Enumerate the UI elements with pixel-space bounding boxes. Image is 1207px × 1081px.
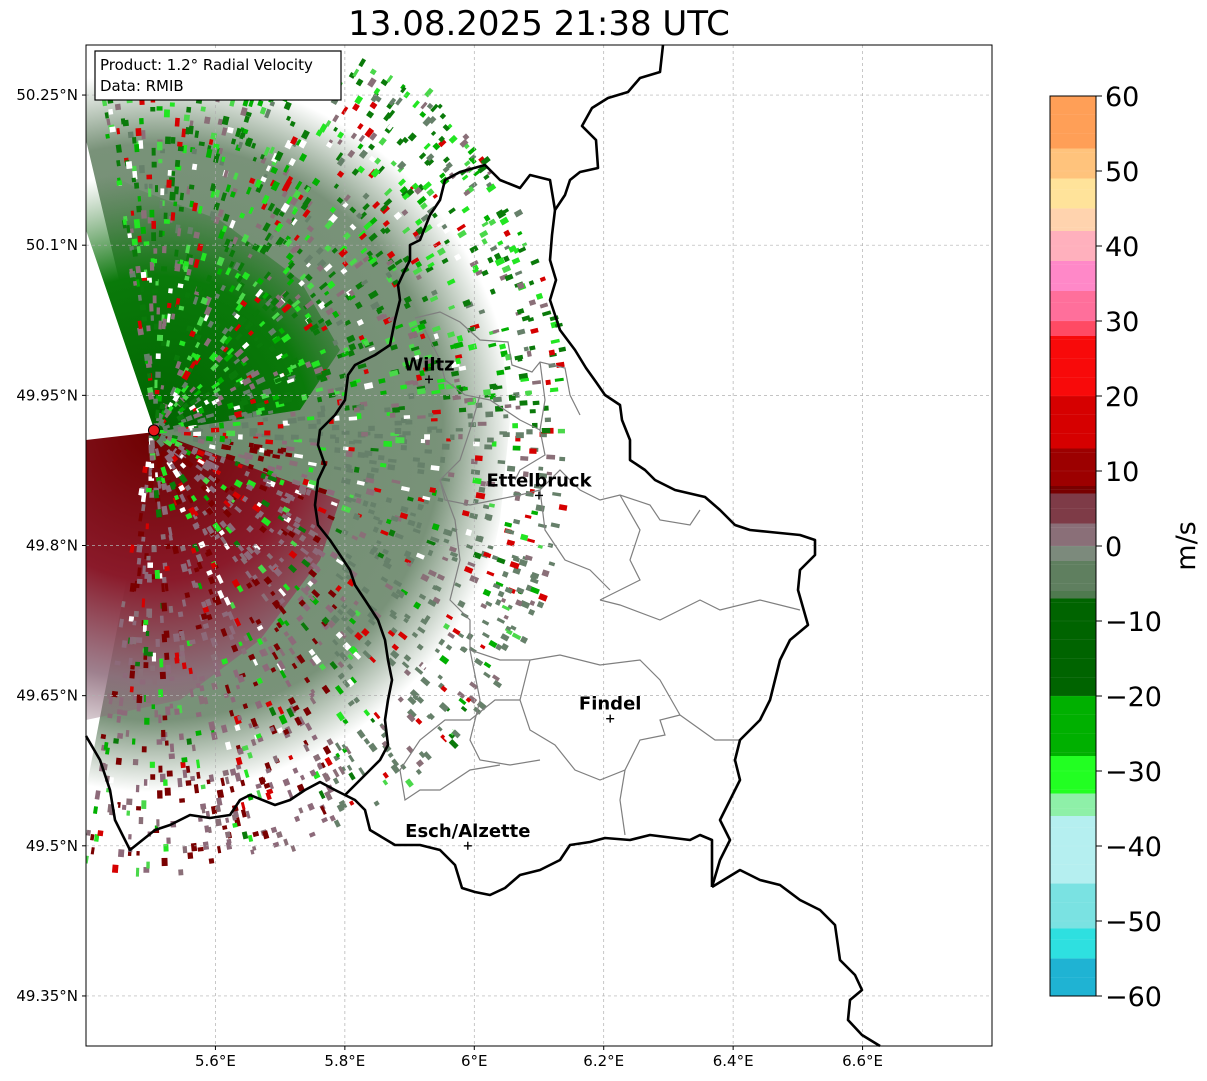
colorbar-tick-label: 40 (1105, 232, 1139, 263)
colorbar-tick-label: 30 (1105, 307, 1139, 338)
city-marker (424, 375, 433, 384)
colorbar-tick-label: −50 (1105, 907, 1162, 938)
colorbar-tick-label: −30 (1105, 757, 1162, 788)
x-tick-label: 6°E (461, 1052, 488, 1070)
colorbar: 60 50 40 30 20 10 0 −10 −20 −30 −40 −50 −60 (1049, 82, 1162, 1013)
colorbar-tick-label: −10 (1105, 607, 1162, 638)
colorbar-tick-label: 60 (1105, 82, 1139, 113)
y-tick-label: 50.1°N (26, 236, 78, 254)
colorbar-unit-label: m/s (1171, 521, 1202, 570)
city-label: Wiltz (403, 354, 454, 375)
info-data-source: Data: RMIB (100, 77, 184, 95)
x-tick-label: 6.6°E (842, 1052, 883, 1070)
city-label: Esch/Alzette (405, 821, 530, 842)
colorbar-tick-label: −20 (1105, 682, 1162, 713)
x-tick-label: 5.8°E (324, 1052, 365, 1070)
colorbar-tick-label: −40 (1105, 832, 1162, 863)
info-product: Product: 1.2° Radial Velocity (100, 56, 313, 74)
canton-borders (399, 311, 801, 836)
y-axis-ticks: 50.25°N 50.1°N 49.95°N 49.8°N 49.65°N 49.5°N 4… (16, 86, 86, 1005)
y-tick-label: 49.5°N (26, 837, 78, 855)
y-tick-label: 49.65°N (16, 687, 78, 705)
y-tick-label: 50.25°N (16, 86, 78, 104)
colorbar-tick-label: 10 (1105, 457, 1139, 488)
radar-site-marker (147, 424, 160, 437)
city-marker (535, 491, 543, 500)
colorbar-tick-label: 50 (1105, 157, 1139, 188)
colorbar-tick-label: 0 (1105, 532, 1122, 563)
national-borders (84, 44, 881, 1048)
y-tick-label: 49.8°N (26, 537, 78, 555)
x-axis-ticks: 5.6°E 5.8°E 6°E 6.2°E 6.4°E 6.6°E (195, 1046, 883, 1070)
y-tick-label: 49.35°N (16, 987, 78, 1005)
map-title: 13.08.2025 21:38 UTC (348, 4, 730, 44)
x-tick-label: 6.4°E (713, 1052, 754, 1070)
colorbar-tick-label: 20 (1105, 382, 1139, 413)
info-box: Product: 1.2° Radial Velocity Data: RMIB (94, 50, 342, 101)
colorbar-tick-label: −60 (1105, 982, 1162, 1013)
city-marker (463, 841, 472, 850)
y-tick-label: 49.95°N (16, 386, 78, 404)
city-label: Findel (579, 694, 642, 715)
x-tick-label: 5.6°E (195, 1052, 236, 1070)
velocity-speckles (86, 52, 568, 877)
city-label: Ettelbruck (486, 470, 592, 491)
city-markers: Wiltz Ettelbruck Findel Esch/Alzette (403, 354, 642, 850)
city-marker (606, 714, 615, 723)
x-tick-label: 6.2°E (583, 1052, 624, 1070)
